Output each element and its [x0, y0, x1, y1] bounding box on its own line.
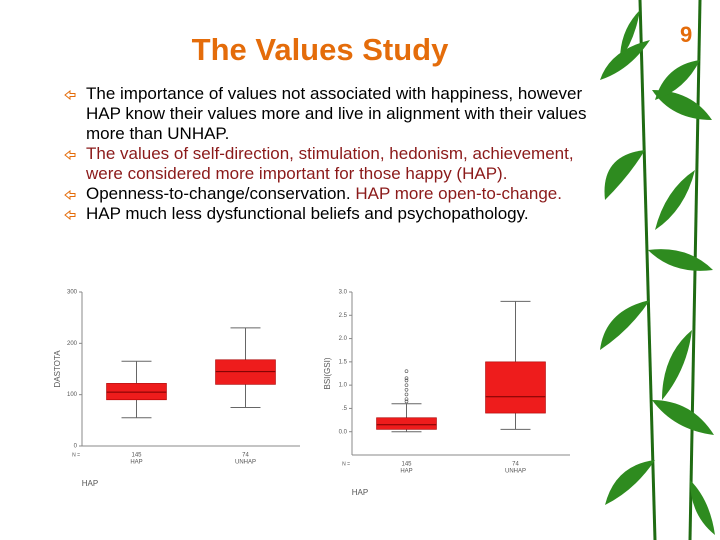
- y-axis-label: BSI(GSI): [323, 357, 332, 389]
- outlier: [404, 376, 409, 380]
- bullet-text: HAP much less dysfunctional beliefs and …: [86, 204, 529, 223]
- n-prefix: N =: [342, 461, 350, 467]
- slide-title: The Values Study: [191, 32, 449, 67]
- bullet-text: The values of self-direction, stimulatio…: [86, 144, 574, 183]
- n-prefix: N =: [72, 452, 80, 458]
- outlier: [404, 387, 409, 392]
- x-tick-label: UNHAP: [505, 469, 526, 475]
- x-tick-label: HAP: [400, 469, 412, 475]
- n-label: 74: [242, 453, 249, 459]
- box: [485, 361, 546, 414]
- y-tick-label: 100: [67, 392, 78, 398]
- bullet-text: The importance of values not associated …: [86, 84, 587, 143]
- box: [215, 359, 276, 385]
- outlier: [404, 399, 409, 404]
- y-tick-label: 2.0: [339, 336, 348, 342]
- y-tick-label: 1.0: [339, 383, 348, 389]
- outlier: [404, 397, 409, 401]
- x-tick-label: UNHAP: [235, 460, 256, 466]
- y-tick-label: 0: [74, 444, 78, 450]
- y-tick-label: 0.0: [339, 429, 348, 435]
- y-axis-label: DASTOTA: [53, 350, 62, 388]
- y-tick-label: 300: [67, 290, 78, 296]
- box: [106, 383, 167, 401]
- bullet-arrow: [64, 150, 76, 160]
- x-axis-label: HAP: [82, 479, 98, 488]
- bullet: Openness-to-change/conservation. HAP mor…: [64, 184, 614, 204]
- bullet: The values of self-direction, stimulatio…: [64, 144, 614, 184]
- bullet-arrow: [64, 190, 76, 200]
- box: [376, 417, 437, 430]
- y-tick-label: 2.5: [339, 313, 348, 319]
- page-number: 9: [680, 22, 693, 47]
- n-label: 145: [401, 462, 412, 468]
- x-axis-label: HAP: [352, 488, 368, 497]
- bullet-text: Openness-to-change/conservation.: [86, 184, 351, 203]
- outlier: [404, 369, 409, 373]
- y-tick-label: 200: [67, 341, 78, 347]
- bullet-arrow: [64, 90, 76, 100]
- bullet-list: The importance of values not associated …: [64, 84, 614, 224]
- bullet-text: HAP more open-to-change.: [350, 184, 562, 203]
- n-label: 74: [512, 462, 519, 468]
- bullet: HAP much less dysfunctional beliefs and …: [64, 204, 614, 224]
- x-tick-label: HAP: [130, 460, 142, 466]
- y-tick-label: .5: [342, 406, 348, 412]
- outlier: [404, 378, 409, 383]
- outlier: [404, 383, 409, 387]
- y-tick-label: 1.5: [339, 359, 348, 365]
- bullet-arrow: [64, 210, 76, 220]
- n-label: 145: [131, 453, 142, 459]
- bullet: The importance of values not associated …: [64, 84, 614, 144]
- outlier: [404, 392, 409, 397]
- y-tick-label: 3.0: [339, 290, 348, 296]
